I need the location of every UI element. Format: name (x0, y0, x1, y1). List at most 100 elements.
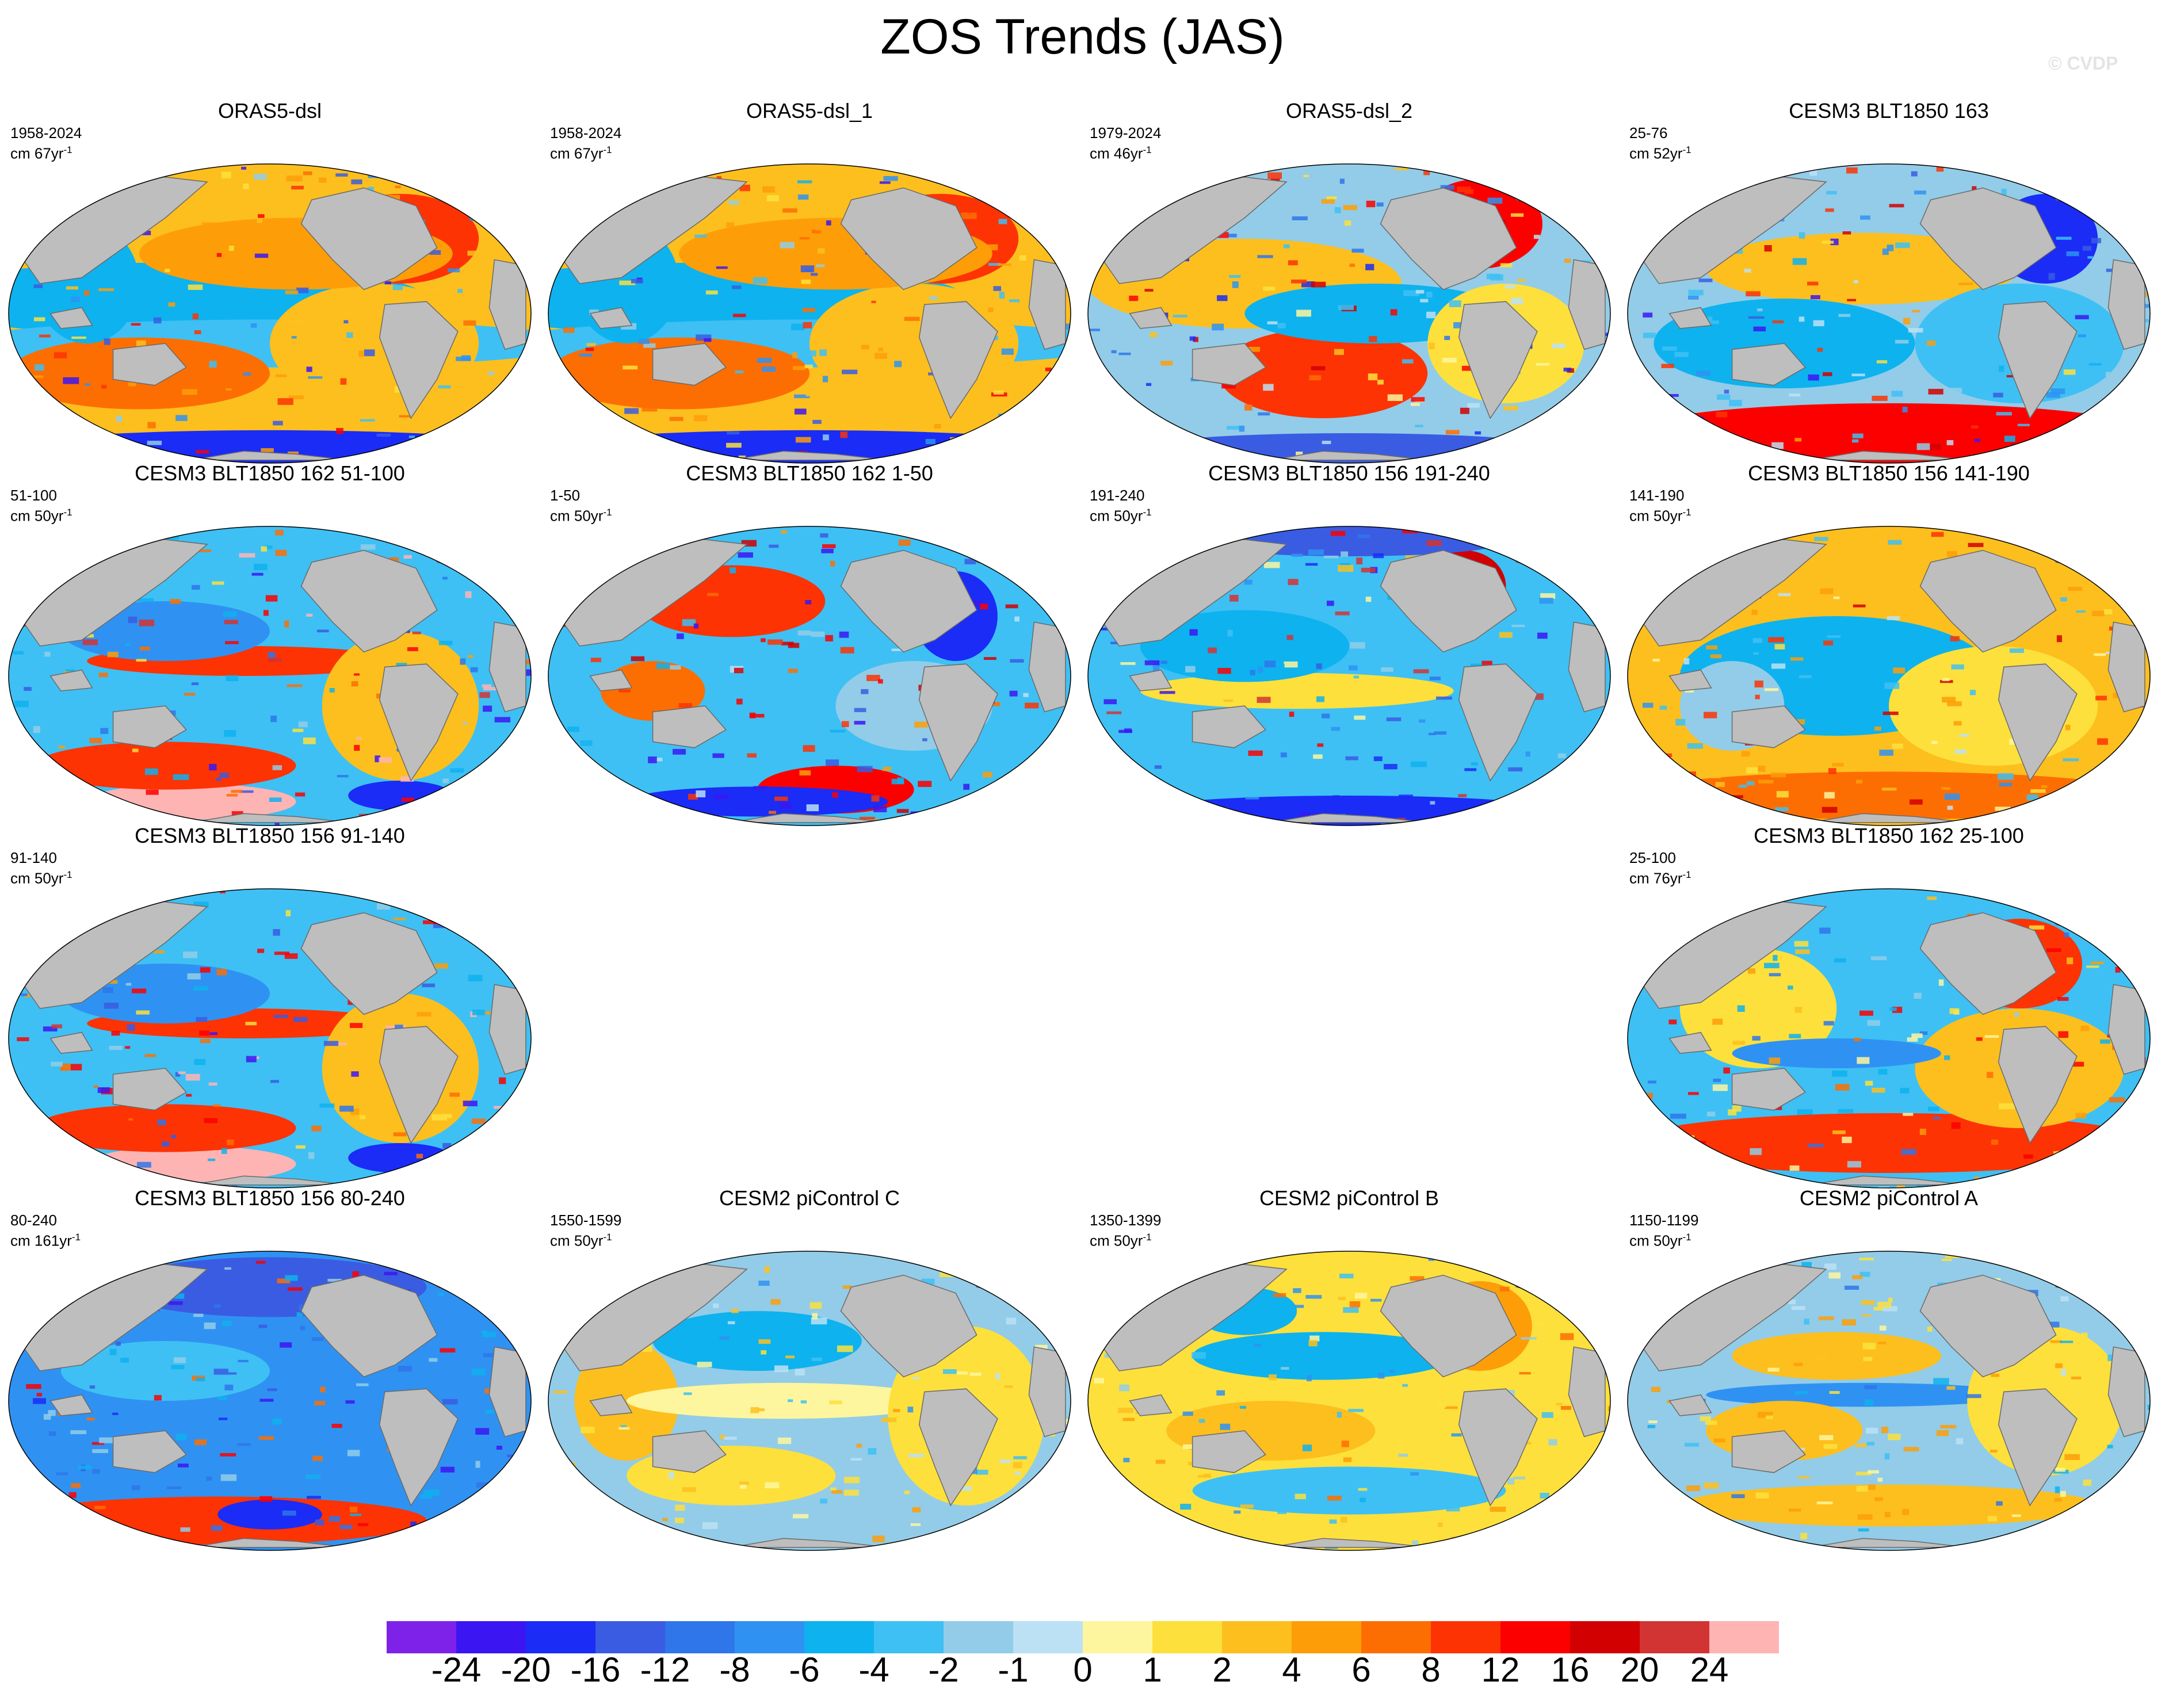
trend-speckle (2055, 769, 2064, 772)
trend-speckle (42, 1261, 52, 1267)
trend-speckle (1746, 767, 1758, 774)
trend-speckle (943, 1369, 957, 1374)
trend-speckle (2080, 814, 2087, 817)
trend-speckle (300, 1325, 306, 1331)
trend-speckle (216, 969, 227, 976)
trend-speckle (2113, 1482, 2122, 1485)
trend-speckle (1551, 1294, 1565, 1298)
trend-speckle (1507, 1549, 1515, 1550)
land-mass (112, 705, 187, 748)
trend-speckle (49, 435, 55, 441)
land-mass (1380, 1274, 1517, 1378)
trend-speckle (1001, 348, 1014, 355)
trend-speckle (1510, 297, 1523, 305)
trend-speckle (774, 796, 788, 801)
trend-speckle (1868, 1484, 1876, 1490)
trend-speckle (1686, 1485, 1701, 1491)
trend-speckle (222, 1321, 232, 1326)
trend-speckle (285, 1275, 298, 1281)
trend-speckle (1889, 204, 1904, 208)
trend-speckle (1398, 794, 1413, 798)
panel-units-exponent: -1 (71, 1232, 81, 1243)
trend-speckle (315, 1519, 324, 1526)
colorbar-tick-label: 4 (1282, 1650, 1301, 1689)
trend-speckle (2086, 965, 2099, 968)
trend-speckle (1631, 366, 1639, 373)
trend-speckle (992, 702, 1001, 706)
globe-outline (548, 1251, 1071, 1551)
trend-speckle (1764, 245, 1772, 252)
trend-speckle (1819, 1435, 1834, 1440)
colorbar-swatch (387, 1621, 456, 1653)
trend-speckle (1088, 328, 1100, 331)
trend-speckle (1879, 1325, 1887, 1331)
trend-speckle (1951, 1122, 1961, 1129)
trend-speckle (934, 769, 949, 773)
trend-speckle (2082, 923, 2093, 926)
trend-speckle (416, 900, 425, 905)
trend-speckle (1339, 178, 1345, 184)
trend-speckle (2087, 256, 2093, 259)
trend-speckle (289, 395, 304, 399)
panel-units-exponent: -1 (63, 144, 72, 155)
trend-speckle (1338, 565, 1354, 572)
trend-speckle (2055, 1487, 2060, 1493)
panel-units-exponent: -1 (603, 1232, 612, 1243)
trend-speckle (1095, 552, 1105, 557)
trend-speckle (601, 1300, 610, 1304)
colorbar-swatch (1292, 1621, 1361, 1653)
trend-speckle (696, 790, 706, 797)
trend-speckle (1689, 1271, 1702, 1277)
trend-speckle (1729, 400, 1742, 407)
trend-speckle (1653, 903, 1664, 909)
trend-speckle (1343, 205, 1358, 211)
trend-speckle (170, 1179, 181, 1185)
trend-speckle (1950, 636, 1960, 641)
trend-speckle (483, 687, 498, 691)
panel-title: ORAS5-dsl_1 (746, 99, 873, 123)
trend-speckle (2135, 771, 2146, 774)
trend-speckle (1864, 1385, 1877, 1389)
trend-speckle (1101, 1257, 1110, 1260)
trend-speckle (2064, 1454, 2080, 1460)
trend-speckle (456, 356, 471, 361)
trend-speckle (1118, 352, 1131, 356)
trend-speckle (1772, 320, 1784, 323)
trend-speckle (1041, 821, 1057, 826)
trend-speckle (2116, 392, 2125, 398)
trend-speckle (1525, 751, 1530, 757)
trend-speckle (782, 208, 797, 213)
trend-speckle (612, 558, 624, 561)
trend-speckle (1415, 1470, 1430, 1475)
trend-speckle (2105, 372, 2111, 377)
trend-speckle (1056, 1292, 1070, 1298)
trend-speckle (1519, 1371, 1531, 1375)
trend-speckle (1662, 346, 1677, 351)
trend-speckle (755, 424, 760, 427)
trend-speckle (104, 1002, 119, 1009)
trend-speckle (1831, 1070, 1847, 1077)
trend-speckle (506, 969, 522, 974)
trend-speckle (171, 1134, 177, 1138)
trend-speckle (1916, 443, 1930, 450)
colorbar-tick-label: 20 (1620, 1650, 1659, 1689)
trend-speckle (749, 712, 756, 719)
trend-speckle (60, 1068, 69, 1071)
trend-speckle (2140, 1181, 2150, 1184)
panel-units-text: cm 67yr (550, 144, 604, 162)
panel-units: cm 50yr-1 (1629, 504, 1691, 525)
trend-speckle (1378, 1373, 1385, 1379)
land-mass (379, 1388, 459, 1507)
trend-speckle (1192, 1352, 1206, 1359)
trend-speckle (713, 794, 728, 799)
trend-speckle (1295, 1493, 1306, 1500)
trend-speckle (761, 638, 766, 643)
panel-units: cm 67yr-1 (550, 142, 612, 162)
map-panel: CESM3 BLT1850 162 1-50 1-50 cm 50yr-1 (540, 460, 1079, 840)
trend-speckle (139, 1174, 144, 1178)
trend-speckle (2095, 696, 2107, 701)
trend-speckle (1758, 780, 1774, 784)
trend-speckle (131, 323, 141, 326)
panel-units: cm 67yr-1 (10, 142, 72, 162)
panel-years: 80-240 (10, 1212, 57, 1229)
